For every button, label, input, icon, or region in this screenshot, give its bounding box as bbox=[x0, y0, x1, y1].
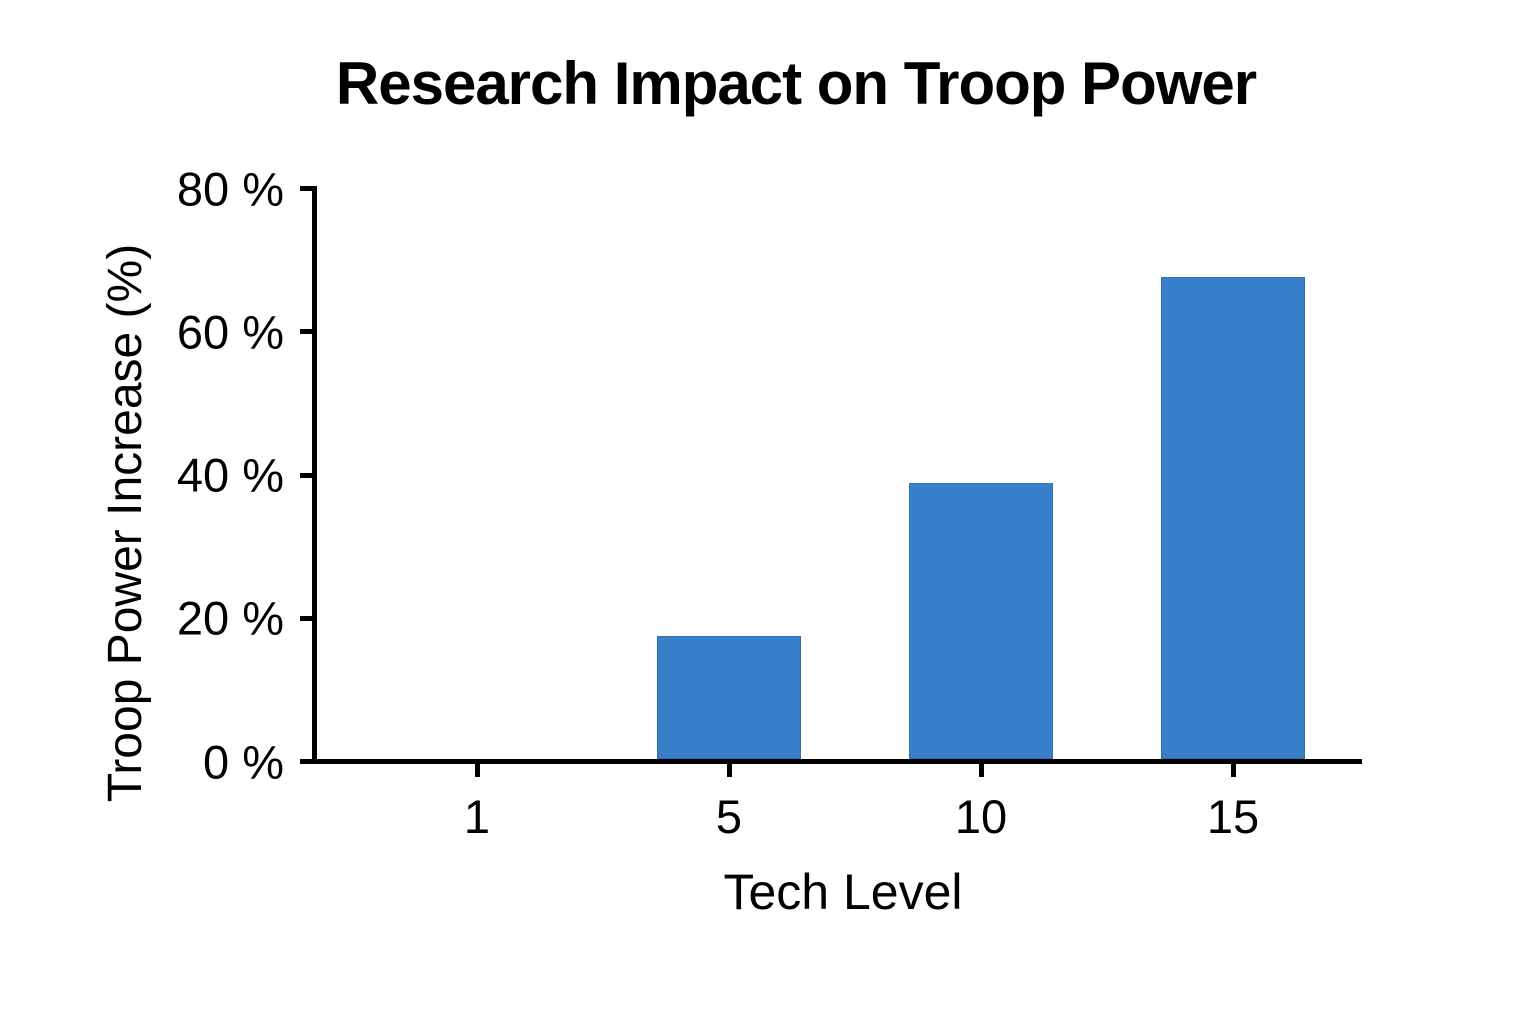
y-axis-label: Troop Power Increase (%) bbox=[99, 243, 152, 803]
bar bbox=[657, 635, 801, 759]
y-tick bbox=[300, 759, 312, 764]
x-tick bbox=[978, 764, 984, 777]
y-tick-label: 20 % bbox=[176, 591, 284, 645]
x-axis-label: Tech Level bbox=[723, 864, 963, 920]
x-tick-label: 15 bbox=[1206, 790, 1260, 843]
y-tick bbox=[300, 615, 312, 621]
x-axis-line bbox=[312, 759, 1362, 764]
y-tick bbox=[300, 186, 312, 191]
chart-title: Research Impact on Troop Power bbox=[335, 50, 1257, 117]
x-tick-label: 1 bbox=[463, 790, 491, 843]
bar bbox=[909, 483, 1053, 759]
x-tick-label: 10 bbox=[954, 790, 1008, 843]
x-tick-label: 5 bbox=[715, 790, 743, 843]
y-tick-label: 40 % bbox=[176, 448, 284, 502]
x-tick bbox=[726, 764, 732, 777]
bar bbox=[1161, 276, 1305, 759]
y-tick bbox=[300, 329, 312, 335]
y-tick-label: 80 % bbox=[176, 162, 284, 215]
x-tick bbox=[474, 764, 480, 777]
y-tick-label: 0 % bbox=[203, 735, 284, 788]
y-axis-line bbox=[312, 186, 317, 764]
y-tick bbox=[300, 472, 312, 478]
y-tick-label: 60 % bbox=[176, 305, 284, 359]
x-tick bbox=[1230, 764, 1236, 777]
